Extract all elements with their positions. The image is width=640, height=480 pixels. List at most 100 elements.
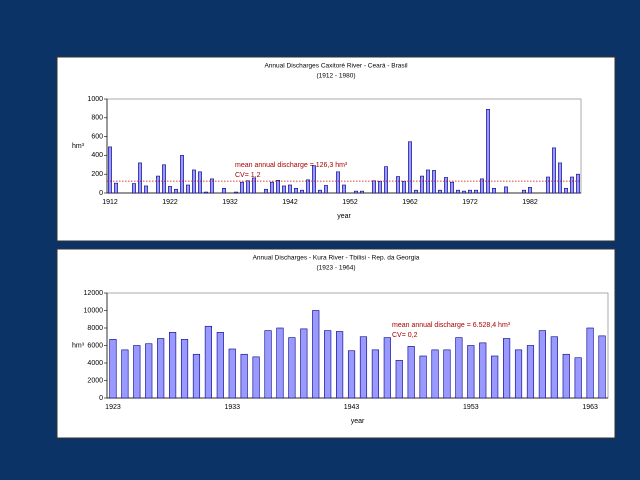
plot-area bbox=[106, 292, 609, 399]
bar bbox=[210, 178, 214, 194]
bar bbox=[438, 189, 442, 194]
x-tick-label: 1982 bbox=[522, 199, 538, 206]
bar bbox=[450, 181, 454, 194]
x-tick-label: 1953 bbox=[463, 404, 479, 411]
x-tick-label: 1943 bbox=[344, 404, 360, 411]
bar bbox=[528, 187, 532, 194]
bar bbox=[276, 180, 280, 194]
bar bbox=[467, 345, 475, 399]
y-tick-label: 800 bbox=[91, 115, 103, 122]
y-tick-label: 2000 bbox=[87, 377, 103, 384]
x-tick-label: 1972 bbox=[462, 199, 478, 206]
bar bbox=[574, 357, 582, 399]
x-tick-label: 1923 bbox=[105, 404, 121, 411]
y-tick-label: 400 bbox=[91, 152, 103, 159]
chart-title: Annual Discharges - Kura River - Tbilisi… bbox=[253, 255, 420, 262]
bar bbox=[318, 189, 322, 194]
y-tick-label: 10000 bbox=[84, 307, 104, 314]
bar bbox=[546, 176, 550, 194]
bar bbox=[109, 339, 117, 399]
bar bbox=[564, 188, 568, 194]
bar bbox=[480, 178, 484, 194]
bar bbox=[336, 171, 340, 194]
bar bbox=[180, 155, 184, 194]
bar bbox=[407, 346, 415, 399]
bar bbox=[419, 355, 427, 399]
x-tick-label: 1942 bbox=[282, 199, 298, 206]
x-axis-label: year bbox=[337, 213, 351, 220]
bar bbox=[491, 355, 499, 399]
bar bbox=[402, 180, 406, 194]
y-tick-label: 8000 bbox=[87, 325, 103, 332]
bar bbox=[145, 343, 153, 399]
bar bbox=[222, 188, 226, 194]
bar bbox=[168, 186, 172, 194]
bar bbox=[174, 188, 178, 194]
annotation: mean annual discharge = 6.528,4 hm³ bbox=[392, 322, 511, 329]
bar bbox=[372, 180, 376, 194]
x-tick-label: 1912 bbox=[102, 199, 118, 206]
bar bbox=[282, 185, 286, 194]
bar bbox=[114, 182, 118, 194]
bar bbox=[216, 332, 224, 399]
bar bbox=[288, 184, 292, 194]
bar bbox=[264, 330, 272, 399]
bar bbox=[294, 188, 298, 194]
annotation: mean annual discharge = 126,3 hm³ bbox=[235, 162, 348, 169]
bar bbox=[570, 176, 574, 194]
bar bbox=[180, 339, 189, 399]
annotation: CV= 0,2 bbox=[392, 332, 418, 339]
bar bbox=[270, 181, 274, 194]
y-axis-label: hm³ bbox=[72, 342, 85, 349]
bar bbox=[300, 189, 304, 194]
bar bbox=[522, 189, 526, 194]
bar bbox=[204, 325, 212, 399]
bar bbox=[462, 190, 466, 194]
bar bbox=[503, 338, 511, 399]
x-tick-label: 1963 bbox=[582, 404, 598, 411]
bar bbox=[408, 141, 412, 194]
bar bbox=[138, 162, 142, 194]
bar bbox=[121, 349, 129, 399]
bar bbox=[234, 191, 238, 194]
bar bbox=[192, 353, 201, 399]
bar bbox=[162, 164, 166, 194]
bar bbox=[359, 336, 368, 399]
bar bbox=[246, 180, 250, 194]
bar bbox=[198, 171, 202, 194]
bar bbox=[598, 335, 606, 399]
plot-area bbox=[106, 98, 582, 194]
bar bbox=[240, 353, 248, 399]
bar bbox=[252, 177, 256, 194]
bar bbox=[550, 336, 558, 399]
bar bbox=[474, 189, 478, 194]
bar bbox=[431, 349, 439, 399]
bar bbox=[371, 349, 379, 399]
bar bbox=[347, 350, 356, 399]
y-axis-label: hm³ bbox=[72, 143, 85, 150]
bar bbox=[312, 165, 316, 194]
y-tick-label: 4000 bbox=[87, 360, 103, 367]
bar bbox=[586, 327, 594, 399]
x-tick-label: 1952 bbox=[342, 199, 358, 206]
bar bbox=[514, 349, 523, 399]
chart-subtitle: (1912 - 1980) bbox=[316, 73, 355, 80]
bar bbox=[526, 345, 535, 399]
bar bbox=[324, 185, 328, 194]
bar bbox=[108, 146, 112, 194]
y-tick-label: 200 bbox=[91, 171, 103, 178]
bar bbox=[360, 190, 364, 194]
bar bbox=[383, 337, 391, 399]
bar bbox=[240, 181, 244, 194]
bar bbox=[492, 188, 496, 194]
y-tick-label: 6000 bbox=[87, 342, 103, 349]
x-tick-label: 1962 bbox=[402, 199, 418, 206]
y-tick-label: 600 bbox=[91, 133, 103, 140]
bar bbox=[288, 337, 296, 399]
bar bbox=[228, 348, 236, 399]
bar bbox=[306, 179, 310, 194]
x-tick-label: 1933 bbox=[224, 404, 240, 411]
bar bbox=[312, 310, 320, 399]
annotation: CV= 1,2 bbox=[235, 172, 261, 179]
